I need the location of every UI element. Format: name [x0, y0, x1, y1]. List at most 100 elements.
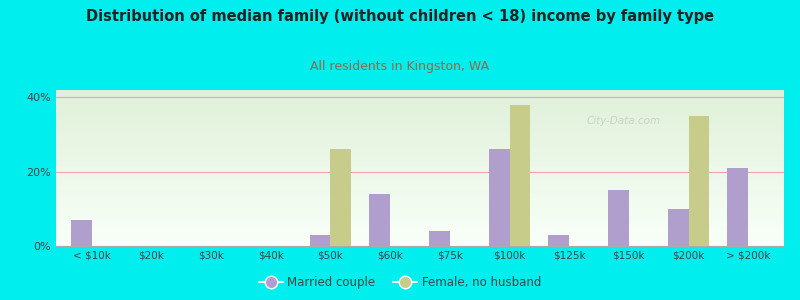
Bar [56, 240, 784, 241]
Bar [510, 105, 530, 246]
Bar [56, 190, 784, 191]
Bar [56, 100, 784, 101]
Bar [56, 95, 784, 96]
Bar [56, 237, 784, 238]
Bar [56, 165, 784, 166]
Bar [56, 153, 784, 154]
Bar [56, 158, 784, 159]
Bar [56, 140, 784, 141]
Bar [56, 146, 784, 147]
Bar [56, 157, 784, 158]
Bar [56, 239, 784, 240]
Bar [56, 170, 784, 171]
Bar [56, 167, 784, 168]
Bar [56, 152, 784, 153]
Bar [56, 173, 784, 174]
Bar [56, 218, 784, 219]
Bar [56, 125, 784, 126]
Bar [56, 242, 784, 243]
Bar [56, 205, 784, 206]
Bar [56, 192, 784, 193]
Bar [56, 171, 784, 172]
Bar [56, 183, 784, 184]
Bar [56, 245, 784, 246]
Bar [56, 206, 784, 207]
Text: Distribution of median family (without children < 18) income by family type: Distribution of median family (without c… [86, 9, 714, 24]
Bar [689, 116, 710, 246]
Bar [56, 243, 784, 244]
Bar [56, 132, 784, 133]
Bar [56, 126, 784, 127]
Legend: Married couple, Female, no husband: Married couple, Female, no husband [254, 272, 546, 294]
Bar [56, 155, 784, 156]
Bar [56, 109, 784, 110]
Bar [56, 92, 784, 93]
Bar [56, 102, 784, 103]
Bar [56, 156, 784, 157]
Bar [56, 228, 784, 229]
Bar [56, 232, 784, 233]
Bar [56, 230, 784, 231]
Bar [56, 111, 784, 112]
Bar [56, 212, 784, 213]
Bar [56, 94, 784, 95]
Bar [56, 123, 784, 124]
Bar [56, 96, 784, 97]
Bar [56, 219, 784, 220]
Bar [56, 93, 784, 94]
Bar [56, 208, 784, 209]
Bar [56, 116, 784, 117]
Bar [56, 101, 784, 102]
Bar [56, 122, 784, 123]
Bar [56, 201, 784, 202]
Bar [56, 151, 784, 152]
Bar [56, 105, 784, 106]
Bar [56, 161, 784, 162]
Bar [608, 190, 629, 246]
Bar [310, 235, 330, 246]
Bar [56, 163, 784, 164]
Bar [56, 147, 784, 148]
Bar [71, 220, 92, 246]
Bar [56, 90, 784, 91]
Bar [56, 124, 784, 125]
Bar [56, 160, 784, 161]
Bar [56, 97, 784, 98]
Bar [56, 128, 784, 129]
Bar [56, 127, 784, 128]
Bar [56, 186, 784, 187]
Bar [56, 118, 784, 119]
Bar [56, 115, 784, 116]
Bar [56, 210, 784, 211]
Bar [56, 106, 784, 107]
Bar [56, 204, 784, 205]
Bar [56, 191, 784, 192]
Bar [56, 217, 784, 218]
Bar [56, 200, 784, 201]
Text: All residents in Kingston, WA: All residents in Kingston, WA [310, 60, 490, 73]
Bar [56, 193, 784, 194]
Bar [56, 172, 784, 173]
Bar [56, 229, 784, 230]
Bar [56, 225, 784, 226]
Bar [56, 207, 784, 208]
Bar [56, 196, 784, 197]
Bar [56, 203, 784, 204]
Bar [56, 114, 784, 115]
Bar [56, 175, 784, 176]
Bar [56, 234, 784, 235]
Bar [56, 149, 784, 150]
Bar [56, 202, 784, 203]
Bar [56, 209, 784, 210]
Bar [56, 177, 784, 178]
Bar [56, 178, 784, 179]
Bar [56, 150, 784, 151]
Bar [56, 133, 784, 134]
Text: City-Data.com: City-Data.com [586, 116, 661, 126]
Bar [56, 233, 784, 234]
Bar [56, 176, 784, 177]
Bar [56, 131, 784, 132]
Bar [56, 222, 784, 223]
Bar [56, 168, 784, 169]
Bar [56, 154, 784, 155]
